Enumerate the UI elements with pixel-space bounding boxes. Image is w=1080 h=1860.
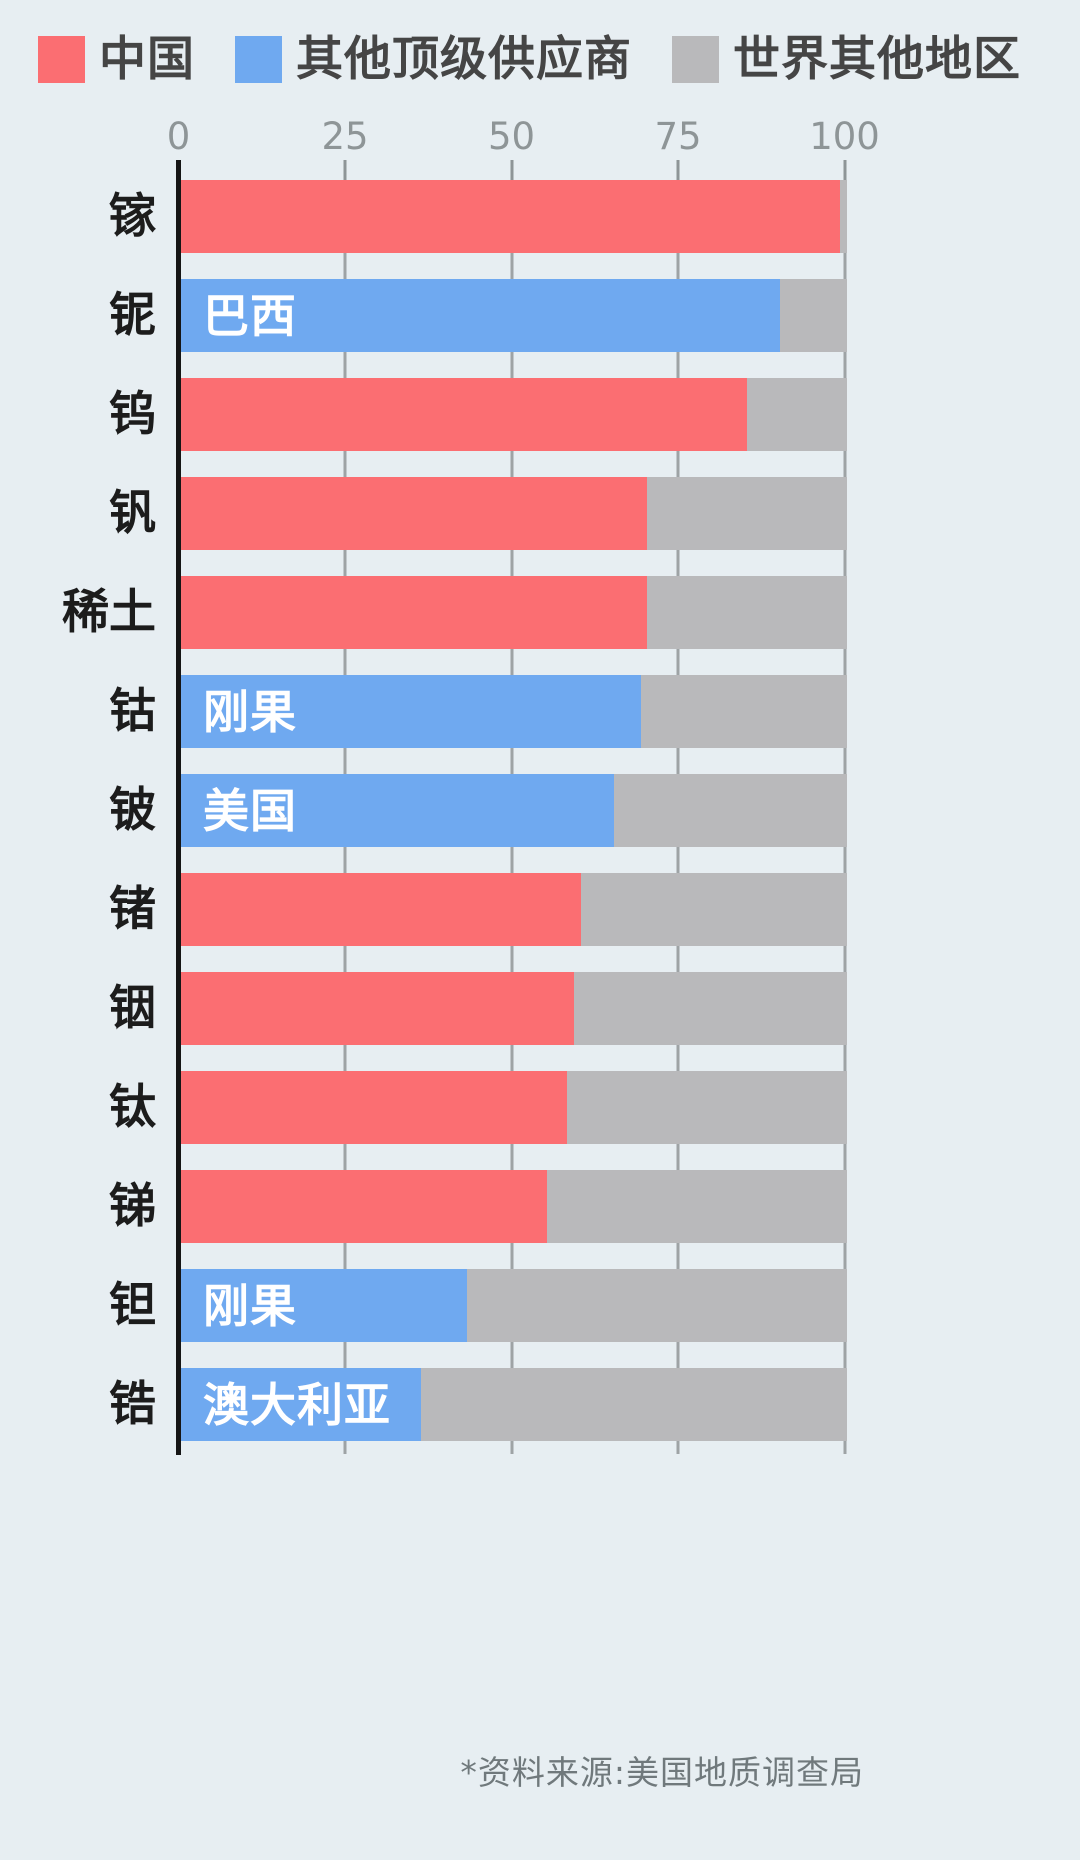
bar-fill-china xyxy=(181,1071,568,1144)
bar-row: 钛 xyxy=(0,1071,1080,1144)
bar-track-rest-of-world xyxy=(181,477,847,550)
bar-track-rest-of-world: 刚果 xyxy=(181,1269,847,1342)
x-tick-mark xyxy=(343,160,347,181)
category-label: 锆 xyxy=(109,1377,156,1432)
legend-swatch-other-supplier xyxy=(235,36,282,83)
bar-fill-china xyxy=(181,1170,548,1243)
bar-fill-other-supplier: 刚果 xyxy=(181,675,641,748)
source-note: *资料来源:美国地质调查局 xyxy=(460,1753,864,1792)
bar-fill-china xyxy=(181,576,648,649)
x-tick-label: 25 xyxy=(321,115,369,158)
bar-track-rest-of-world xyxy=(181,378,847,451)
bar-track-rest-of-world: 刚果 xyxy=(181,675,847,748)
bar-row: 锑 xyxy=(0,1170,1080,1243)
bar-track-rest-of-world xyxy=(181,1071,847,1144)
bar-track-rest-of-world: 澳大利亚 xyxy=(181,1368,847,1441)
bar-track-rest-of-world xyxy=(181,576,847,649)
bar-track-rest-of-world xyxy=(181,972,847,1045)
bar-row: 铟 xyxy=(0,972,1080,1045)
legend-swatch-rest-of-world xyxy=(672,36,719,83)
legend-label: 世界其他地区 xyxy=(733,32,1021,87)
category-label: 稀土 xyxy=(62,585,156,640)
x-tick-mark xyxy=(843,160,846,181)
supplier-label: 澳大利亚 xyxy=(203,1377,391,1432)
x-tick-label: 100 xyxy=(809,115,880,158)
x-tick-label: 50 xyxy=(487,115,536,158)
bar-track-rest-of-world xyxy=(181,873,847,946)
x-tick-label: 0 xyxy=(166,115,191,158)
x-tick-mark xyxy=(676,160,680,181)
bar-fill-china xyxy=(181,873,581,946)
category-label: 钽 xyxy=(109,1278,156,1333)
bar-fill-other-supplier: 美国 xyxy=(181,774,614,847)
bar-row: 锆澳大利亚 xyxy=(0,1368,1080,1441)
legend-item-china: 中国 xyxy=(38,36,195,83)
bar-fill-other-supplier: 刚果 xyxy=(181,1269,468,1342)
legend-label: 其他顶级供应商 xyxy=(296,32,632,87)
supplier-label: 巴西 xyxy=(203,288,297,343)
category-label: 钛 xyxy=(109,1080,156,1135)
category-label: 铟 xyxy=(109,981,156,1036)
category-label: 铍 xyxy=(109,783,156,838)
bar-fill-china xyxy=(181,378,748,451)
bar-fill-china xyxy=(181,972,574,1045)
bar-fill-other-supplier: 澳大利亚 xyxy=(181,1368,421,1441)
category-label: 钴 xyxy=(109,684,156,739)
bar-fill-other-supplier: 巴西 xyxy=(181,279,781,352)
legend-item-rest-of-world: 世界其他地区 xyxy=(672,36,1021,83)
bar-track-rest-of-world: 巴西 xyxy=(181,279,847,352)
supplier-label: 美国 xyxy=(203,783,297,838)
bar-row: 钴刚果 xyxy=(0,675,1080,748)
legend: 中国 其他顶级供应商 世界其他地区 xyxy=(38,36,1021,83)
bar-fill-china xyxy=(181,180,841,253)
legend-item-other-supplier: 其他顶级供应商 xyxy=(235,36,632,83)
bar-row: 镓 xyxy=(0,180,1080,253)
legend-swatch-china xyxy=(38,36,85,83)
x-tick-label: 75 xyxy=(654,115,702,158)
category-label: 钨 xyxy=(109,387,156,442)
category-label: 锑 xyxy=(109,1179,156,1234)
bar-row: 铍美国 xyxy=(0,774,1080,847)
bar-row: 稀土 xyxy=(0,576,1080,649)
supplier-label: 刚果 xyxy=(203,684,297,739)
legend-label: 中国 xyxy=(99,32,195,87)
bar-row: 钒 xyxy=(0,477,1080,550)
y-axis-line xyxy=(176,160,181,1455)
bar-row: 铌巴西 xyxy=(0,279,1080,352)
bar-fill-china xyxy=(181,477,648,550)
category-label: 镓 xyxy=(109,189,156,244)
category-label: 钒 xyxy=(109,486,156,541)
category-label: 铌 xyxy=(109,288,156,343)
bar-row: 锗 xyxy=(0,873,1080,946)
bar-row: 钽刚果 xyxy=(0,1269,1080,1342)
bar-track-rest-of-world xyxy=(181,1170,847,1243)
bar-track-rest-of-world xyxy=(181,180,847,253)
bar-row: 钨 xyxy=(0,378,1080,451)
category-label: 锗 xyxy=(109,882,156,937)
supplier-label: 刚果 xyxy=(203,1278,297,1333)
x-tick-mark xyxy=(510,160,513,181)
bar-track-rest-of-world: 美国 xyxy=(181,774,847,847)
